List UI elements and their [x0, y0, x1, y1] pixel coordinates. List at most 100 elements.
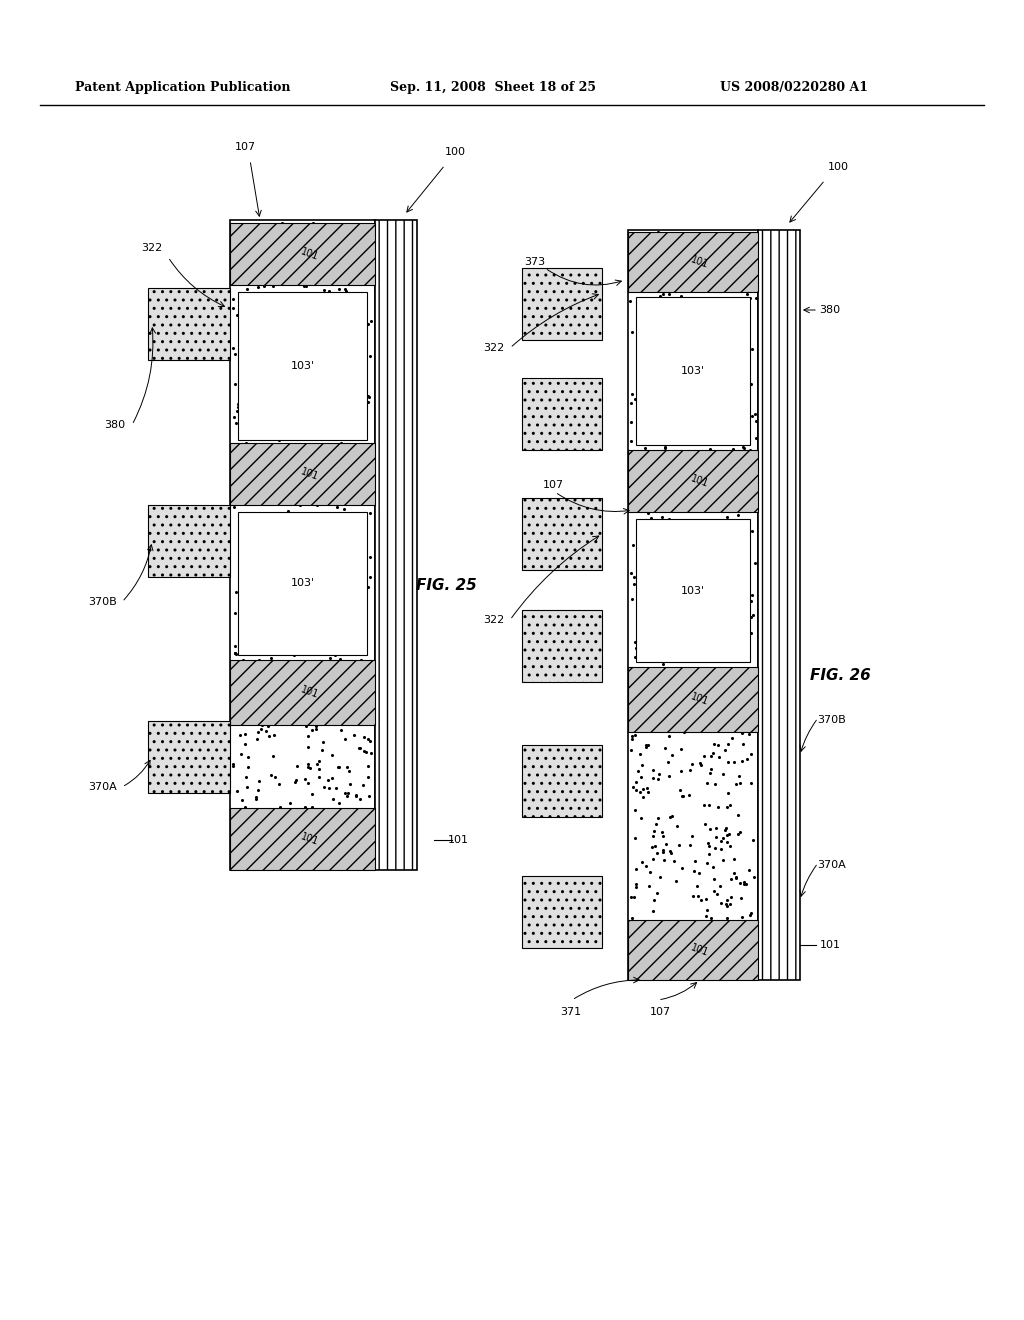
Point — [648, 717, 665, 738]
Point — [624, 729, 640, 750]
Point — [282, 705, 298, 726]
Point — [306, 684, 323, 705]
Point — [737, 408, 754, 429]
Point — [317, 620, 334, 642]
Point — [696, 696, 713, 717]
Point — [295, 634, 311, 655]
Point — [692, 582, 709, 603]
Point — [672, 919, 688, 940]
Point — [346, 700, 362, 721]
Point — [276, 607, 293, 628]
Point — [226, 343, 243, 364]
Point — [670, 318, 686, 339]
Point — [281, 232, 297, 253]
Point — [275, 285, 292, 306]
Point — [678, 329, 694, 350]
Point — [308, 754, 325, 775]
Point — [723, 869, 739, 890]
Point — [715, 389, 731, 411]
Point — [674, 360, 690, 381]
Point — [352, 652, 369, 673]
Point — [739, 593, 756, 614]
Text: 101: 101 — [689, 255, 710, 269]
Point — [741, 723, 758, 744]
Point — [232, 684, 249, 705]
Point — [343, 820, 359, 841]
Point — [637, 461, 653, 482]
Text: 322: 322 — [141, 243, 163, 253]
Point — [738, 874, 755, 895]
Point — [251, 251, 267, 272]
Point — [670, 235, 686, 256]
Point — [637, 618, 653, 639]
Point — [259, 638, 275, 659]
Point — [688, 355, 705, 376]
Point — [730, 924, 746, 945]
Point — [295, 644, 311, 665]
Point — [649, 808, 666, 829]
Point — [724, 727, 740, 748]
Point — [266, 609, 283, 630]
Point — [245, 824, 261, 845]
Point — [640, 503, 656, 524]
Point — [645, 820, 662, 841]
Point — [673, 404, 689, 425]
Point — [673, 611, 689, 632]
Point — [347, 486, 364, 507]
Point — [254, 246, 270, 267]
Point — [736, 871, 753, 892]
Point — [748, 486, 764, 507]
Point — [744, 704, 761, 725]
Point — [251, 649, 267, 671]
Point — [655, 682, 672, 704]
Point — [655, 842, 672, 863]
Point — [696, 306, 713, 327]
Point — [237, 723, 253, 744]
Point — [670, 318, 686, 339]
Point — [628, 876, 644, 898]
Point — [722, 532, 738, 553]
Point — [682, 339, 698, 360]
Point — [335, 267, 351, 288]
Point — [331, 279, 347, 300]
Point — [655, 327, 672, 348]
Point — [701, 763, 718, 784]
Point — [329, 444, 345, 465]
Point — [683, 228, 699, 249]
Point — [310, 391, 327, 412]
Point — [294, 293, 310, 314]
Point — [637, 708, 653, 729]
Point — [296, 223, 312, 244]
Point — [730, 313, 746, 334]
Point — [719, 832, 735, 853]
Point — [715, 828, 731, 849]
Point — [354, 774, 371, 795]
Point — [228, 305, 245, 326]
Point — [352, 331, 369, 352]
Point — [266, 562, 283, 583]
Point — [714, 585, 730, 606]
Point — [230, 568, 247, 589]
Point — [310, 759, 327, 780]
Point — [305, 252, 322, 273]
Point — [698, 906, 715, 927]
Point — [723, 887, 739, 908]
Point — [638, 603, 654, 624]
Point — [330, 653, 346, 675]
Point — [360, 785, 377, 807]
Point — [339, 688, 355, 709]
Point — [325, 701, 341, 722]
Point — [738, 936, 755, 957]
Point — [322, 366, 338, 387]
Point — [318, 418, 335, 440]
Point — [337, 729, 353, 750]
Point — [309, 606, 326, 627]
Point — [260, 659, 276, 680]
Point — [334, 701, 350, 722]
Point — [675, 962, 691, 983]
Point — [346, 577, 362, 598]
Point — [624, 383, 640, 404]
Point — [257, 837, 273, 858]
Point — [653, 589, 670, 610]
Point — [226, 635, 243, 656]
